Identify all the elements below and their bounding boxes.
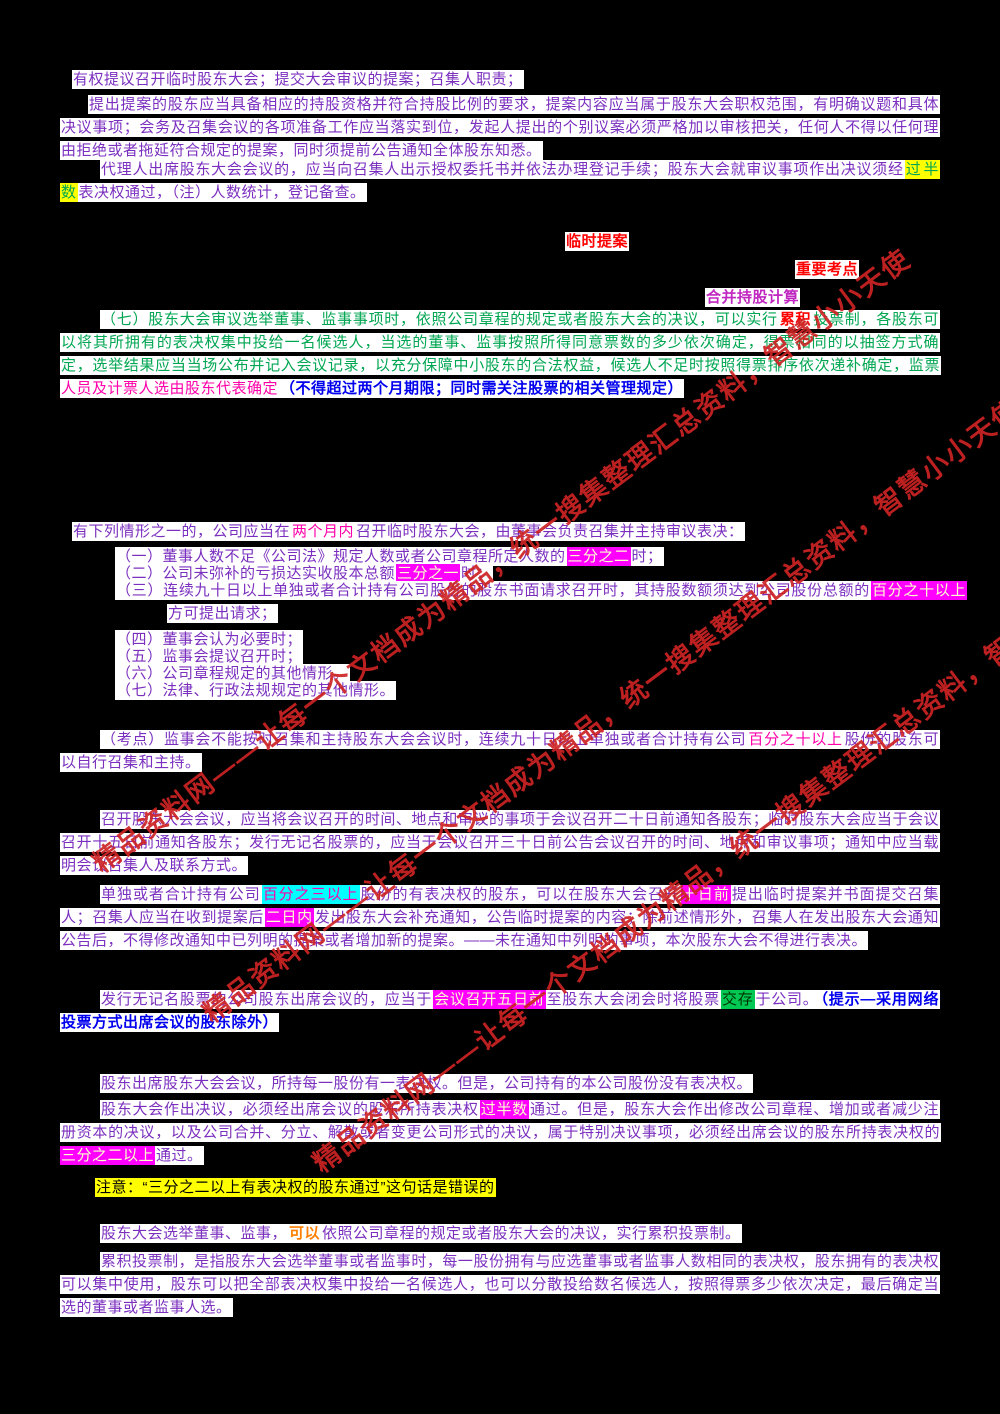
text-run: 三分之一 xyxy=(396,564,461,583)
caption-combined-holding: 合并持股计算 xyxy=(705,286,801,309)
text-run: 有下列情形之一的，公司应当在 xyxy=(72,522,292,541)
text-run: 股东大会作出决议，必须经出席会议的股东所持表决权 xyxy=(100,1100,480,1119)
text-run: 百分之三以上 xyxy=(261,885,360,904)
caption-temporary-proposal: 临时提案 xyxy=(565,230,630,253)
paragraph-self-convene: （考点）监事会不能按时召集和主持股东大会会议时，连续九十日以上单独或者合计持有公… xyxy=(60,728,940,774)
paragraph-proposal-rights: 有权提议召开临时股东大会；提交大会审议的提案；召集人职责； xyxy=(60,68,940,91)
text-run: （考点）监事会不能按时召集和主持股东大会会议时，连续九十日以上单独或者合计持有公… xyxy=(100,730,748,749)
text-run: 百分之十以上 xyxy=(747,730,844,749)
text-run: 累积投票制，是指股东大会选举董事或者监事时，每一股份拥有与应选董事或者监事人数相… xyxy=(60,1252,940,1317)
text-run: 过半数 xyxy=(479,1100,529,1119)
text-run: 可以 xyxy=(288,1224,322,1243)
text-run: 交存 xyxy=(720,990,755,1009)
text-run: 二日内 xyxy=(264,908,314,927)
text-run: 至股东大会闭会时将股票 xyxy=(545,990,721,1009)
text-run: 股份的有表决权的股东，可以在股东大会召开 xyxy=(359,885,681,904)
list-item-7: （七）法律、行政法规规定的其他情形。 xyxy=(115,679,967,702)
paragraph-meeting-notice: 召开股东大会会议，应当将会议召开的时间、地点和审议的事项于会议召开二十日前通知各… xyxy=(60,808,940,877)
text-run: 时； xyxy=(630,547,664,566)
paragraph-resolution-rule: 股东大会作出决议，必须经出席会议的股东所持表决权 过半数 通过。但是，股东大会作出修… xyxy=(60,1098,941,1167)
text-run: （二）公司未弥补的亏损达实收股本总额 xyxy=(115,564,397,583)
text-run: （三）连续九十日以上单独或者合计持有公司股份的股东书面请求召开时，其持股数额须达… xyxy=(115,581,871,600)
text-run: 过 xyxy=(904,160,923,179)
text-run: 三分之二 xyxy=(566,547,631,566)
text-run: 发行无记名股票的公司股东出席会议的，应当于 xyxy=(100,990,434,1009)
text-run: 召开临时股东大会，由董事会负责召集并主持审议表决： xyxy=(355,522,745,541)
text-run: 单独或者合计持有公司 xyxy=(100,885,262,904)
text-run: 会议召开五日前 xyxy=(433,990,546,1009)
text-run: 十日前 xyxy=(680,885,731,904)
text-run: （五）监事会提议召开时； xyxy=(115,647,304,666)
text-run: （一）董事人数不足《公司法》规定人数或者公司章程所定人数的 xyxy=(115,547,567,566)
paragraph-temporary-proposal-rule: 单独或者合计持有公司 百分之三以上 股份的有表决权的股东，可以在股东大会召开 十日前提… xyxy=(60,883,940,952)
paragraph-voting-rights: 股东出席股东大会会议，所持每一股份有一表决权。但是，公司持有的本公司股份没有表决… xyxy=(60,1072,940,1095)
list-item-5: （五）监事会提议召开时； xyxy=(115,645,967,668)
paragraph-interim-meeting-intro: 有下列情形之一的，公司应当在 两个月内 召开临时股东大会，由董事会负责召集并主持审议… xyxy=(60,520,940,543)
text-run: 临时提案 xyxy=(565,232,630,251)
text-run: 有权提议召开临时股东大会；提交大会审议的提案；召集人职责； xyxy=(72,70,524,89)
text-run: （六）公司章程规定的其他情形。 xyxy=(115,664,350,683)
text-run: 合并持股计算 xyxy=(705,288,801,307)
text-run: 重要考点 xyxy=(795,260,860,279)
list-item-4: （四）董事会认为必要时； xyxy=(115,628,967,651)
text-run: 人员及计票人选由股东代表确定 xyxy=(60,379,280,398)
text-run: 依照公司章程的规定或者股东大会的决议，实行累积投票制。 xyxy=(321,1224,742,1243)
text-run: （七）法律、行政法规规定的其他情形。 xyxy=(115,681,397,700)
text-run: 股东出席股东大会会议，所持每一股份有一表决权。但是，公司持有的本公司股份没有表决… xyxy=(100,1074,754,1093)
text-run: 方可提出请求； xyxy=(167,604,278,623)
paragraph-election-method: 股东大会选举董事、监事， 可以 依照公司章程的规定或者股东大会的决议，实行累积投票制… xyxy=(60,1222,940,1245)
text-run: 召开股东大会会议，应当将会议召开的时间、地点和审议的事项于会议召开二十日前通知各… xyxy=(60,810,940,875)
text-run: 于公司。 xyxy=(754,990,820,1009)
paragraph-cumulative-definition: 累积投票制，是指股东大会选举董事或者监事时，每一股份拥有与应选董事或者监事人数相… xyxy=(60,1250,940,1319)
text-run: 两个月内 xyxy=(291,522,356,541)
text-run: 百分之十以上 xyxy=(870,581,967,600)
text-run: 累积 xyxy=(778,310,813,329)
text-run: 股东大会选举董事、监事， xyxy=(100,1224,289,1243)
caption-key-point: 重要考点 xyxy=(795,258,860,281)
text-run: 通过。 xyxy=(155,1146,204,1165)
text-run: （不得超过两个月期限；同时需关注股票的相关管理规定） xyxy=(279,379,685,398)
note-warning: 注意：“三分之二以上有表决权的股东通过”这句话是错误的 xyxy=(95,1176,496,1199)
text-run: 三分之二以上 xyxy=(60,1146,156,1165)
paragraph-proposal-requirements: 提出提案的股东应当具备相应的持股资格并符合持股比例的要求，提案内容应当属于股东大… xyxy=(60,93,940,162)
text-run: 时； xyxy=(460,564,494,583)
paragraph-bearer-shares: 发行无记名股票的公司股东出席会议的，应当于 会议召开五日前 至股东大会闭会时将股票交… xyxy=(60,988,940,1034)
list-item-1: （一）董事人数不足《公司法》规定人数或者公司章程所定人数的 三分之二 时； xyxy=(115,545,967,568)
text-run: 注意：“三分之二以上有表决权的股东通过”这句话是错误的 xyxy=(95,1178,496,1197)
text-run: （四）董事会认为必要时； xyxy=(115,630,304,649)
list-item-3: （三）连续九十日以上单独或者合计持有公司股份的股东书面请求召开时，其持股数额须达… xyxy=(115,579,967,625)
list-item-6: （六）公司章程规定的其他情形。 xyxy=(115,662,967,685)
text-run: 代理人出席股东大会会议的，应当向召集人出示授权委托书并依法办理登记手续；股东大会… xyxy=(100,160,905,179)
text-run: 表决权通过，（注）人数统计，登记备查。 xyxy=(77,183,367,202)
paragraph-proxy-attendance: 代理人出席股东大会会议的，应当向召集人出示授权委托书并依法办理登记手续；股东大会… xyxy=(60,158,940,204)
list-item-2: （二）公司未弥补的亏损达实收股本总额 三分之一 时； xyxy=(115,562,967,585)
text-run: 提出提案的股东应当具备相应的持股资格并符合持股比例的要求，提案内容应当属于股东大… xyxy=(60,95,940,160)
text-run: （七）股东大会审议选举董事、监事事项时，依照公司章程的规定或者股东大会的决议，可… xyxy=(100,310,779,329)
paragraph-cumulative-voting: （七）股东大会审议选举董事、监事事项时，依照公司章程的规定或者股东大会的决议，可… xyxy=(60,308,941,400)
